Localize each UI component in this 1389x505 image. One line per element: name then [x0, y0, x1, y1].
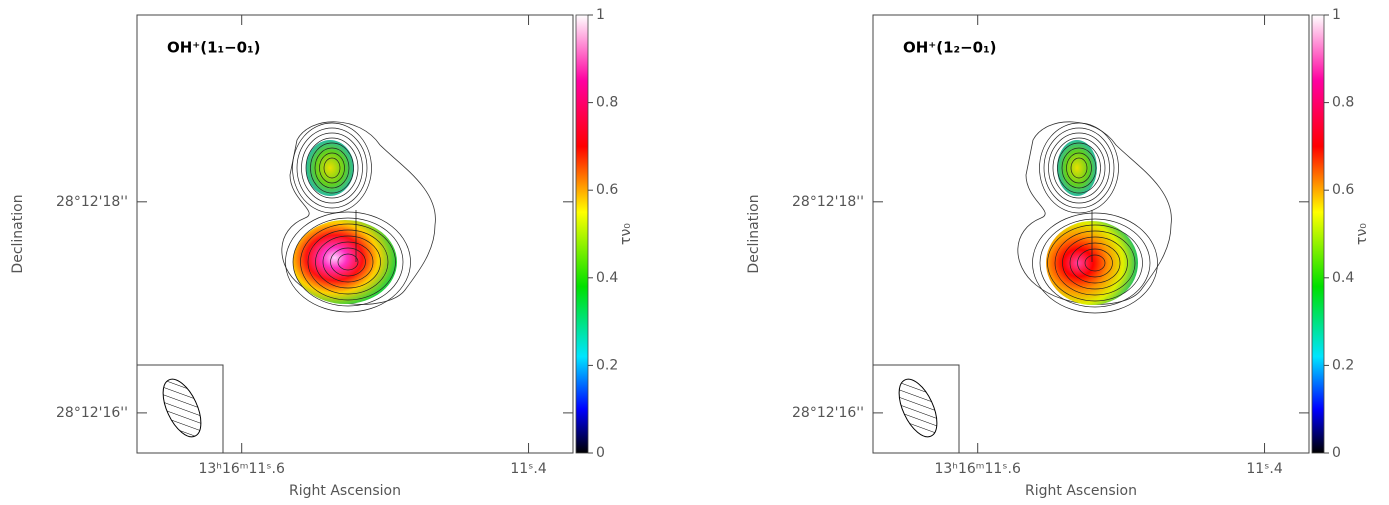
image-blob: [293, 220, 397, 304]
colorbar-label: τν₀: [618, 223, 634, 245]
colorbar-tick-label: 0: [596, 445, 605, 461]
contour: [310, 142, 354, 194]
contour: [296, 127, 368, 209]
x-tick-label: 11ˢ.4: [1246, 461, 1282, 477]
x-axis-label: Right Ascension: [289, 483, 401, 499]
y-axis-label: Declination: [746, 194, 762, 273]
colorbar-tick-label: 0.6: [1332, 182, 1354, 198]
contour: [330, 247, 366, 277]
plot-frame: [872, 14, 1310, 454]
contour: [1062, 236, 1128, 290]
colorbar-tick-label: 0.4: [596, 270, 618, 286]
colorbar-tick-label: 0.2: [596, 357, 618, 373]
colorbar-tick-label: 1: [1332, 7, 1341, 23]
y-tick-label: 28°12'16'': [792, 405, 864, 421]
x-tick-label: 13ʰ16ᵐ11ˢ.6: [934, 461, 1020, 477]
colorbar: [1311, 14, 1325, 454]
contour: [1070, 157, 1088, 179]
beam-box: [136, 364, 224, 454]
contour: [319, 152, 345, 184]
image-blob: [1046, 221, 1138, 305]
colorbar-tick-label: 0.6: [596, 182, 618, 198]
colorbar-label: τν₀: [1354, 223, 1370, 245]
contour: [1043, 127, 1115, 209]
y-tick-label: 28°12'18'': [792, 194, 864, 210]
contour: [292, 217, 404, 307]
panel-title: OH⁺(1₂−0₁): [903, 39, 997, 57]
y-axis-label: Declination: [10, 194, 26, 273]
contour: [314, 147, 350, 189]
contour: [305, 137, 359, 199]
contour: [1039, 122, 1119, 214]
x-tick-label: 13ʰ16ᵐ11ˢ.6: [198, 461, 284, 477]
contour-envelope: [281, 121, 436, 305]
plot-frame: [136, 14, 574, 454]
beam: [162, 378, 202, 438]
colorbar-tick-label: 0.2: [1332, 357, 1354, 373]
image-blob: [306, 140, 354, 196]
contour: [285, 211, 411, 313]
panel-title: OH⁺(1₁−0₁): [167, 39, 261, 57]
contour: [1057, 142, 1101, 194]
panel: OH⁺(1₂−0₁) 13ʰ16ᵐ11ˢ.6 11ˢ.4 28°12'18'' 28°1…: [746, 7, 1370, 499]
contour: [1032, 212, 1158, 314]
contour: [1084, 254, 1106, 272]
x-axis-label: Right Ascension: [1025, 483, 1137, 499]
contour-envelope: [1017, 121, 1172, 305]
contour: [322, 241, 374, 283]
contour: [1039, 218, 1151, 308]
x-tick-label: 11ˢ.4: [510, 461, 546, 477]
contour: [1069, 242, 1121, 284]
colorbar-tick-label: 1: [596, 7, 605, 23]
contour: [337, 253, 359, 271]
contour: [315, 235, 381, 289]
panel: OH⁺(1₁−0₁) 13ʰ16ᵐ11ˢ.6 11ˢ.4 28°12'18'' 28°1…: [10, 7, 634, 499]
contour: [1047, 224, 1143, 302]
contour: [1061, 147, 1097, 189]
colorbar-tick-label: 0: [1332, 445, 1341, 461]
contour: [300, 223, 396, 301]
contour: [323, 157, 341, 179]
colorbar-tick-label: 0.8: [1332, 95, 1354, 111]
colorbar-tick-label: 0.8: [596, 95, 618, 111]
contour: [301, 132, 363, 204]
colorbar-tick-label: 0.4: [1332, 270, 1354, 286]
contour: [307, 229, 389, 295]
beam: [898, 378, 938, 438]
y-tick-label: 28°12'16'': [56, 405, 128, 421]
contour: [1066, 152, 1092, 184]
contour: [1054, 230, 1136, 296]
contour: [1052, 137, 1106, 199]
contour: [1077, 248, 1113, 278]
contour: [1048, 132, 1110, 204]
colorbar: [575, 14, 589, 454]
y-tick-label: 28°12'18'': [56, 194, 128, 210]
contour: [292, 122, 372, 214]
